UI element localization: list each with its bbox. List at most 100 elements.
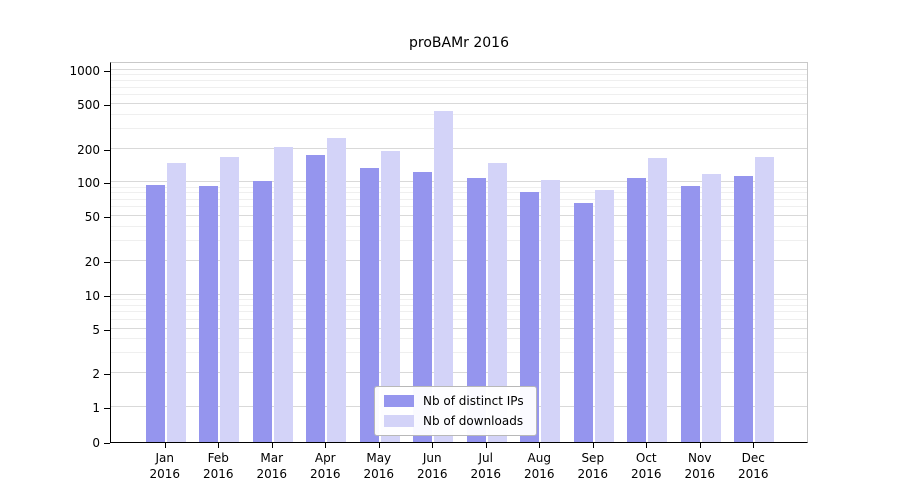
minor-gridline [111, 94, 807, 96]
bar-distinct-ips-aug [520, 192, 540, 442]
x-tick-mark [378, 443, 380, 448]
x-tick-label: Oct 2016 [630, 451, 662, 482]
legend: Nb of distinct IPs Nb of downloads [374, 386, 537, 436]
minor-gridline [111, 311, 807, 313]
bar-distinct-ips-oct [627, 177, 647, 442]
y-tick-mark [104, 183, 110, 185]
y-tick-mark [104, 443, 110, 444]
bar-distinct-ips-dec [734, 175, 754, 442]
x-tick-mark [164, 443, 166, 448]
minor-gridline [111, 206, 807, 208]
x-tick-mark [592, 443, 594, 448]
major-gridline [111, 293, 807, 295]
minor-gridline [111, 86, 807, 88]
legend-item-downloads: Nb of downloads [384, 414, 524, 428]
major-gridline [111, 147, 807, 149]
y-tick-mark [104, 295, 110, 297]
legend-swatch-downloads [384, 415, 414, 427]
x-tick-label: Dec 2016 [737, 451, 769, 482]
legend-item-distinct-ips: Nb of distinct IPs [384, 394, 524, 408]
y-tick-label: 200 [77, 142, 100, 157]
x-tick-label: Jul 2016 [470, 451, 502, 482]
plot-area: Nb of distinct IPs Nb of downloads [110, 62, 808, 443]
major-gridline [111, 259, 807, 261]
bar-downloads-jun [434, 111, 454, 442]
minor-gridline [111, 338, 807, 340]
x-tick-label: Apr 2016 [309, 451, 341, 482]
y-tick-label: 2 [92, 367, 100, 382]
y-tick-label: 20 [84, 254, 100, 269]
legend-swatch-distinct-ips [384, 395, 414, 407]
y-tick-mark [104, 71, 110, 73]
major-gridline [111, 327, 807, 329]
x-tick-label: Jan 2016 [149, 451, 181, 482]
legend-label-distinct-ips: Nb of distinct IPs [423, 394, 524, 408]
y-tick-label: 50 [84, 210, 100, 225]
bar-downloads-aug [541, 180, 561, 442]
minor-gridline [111, 318, 807, 320]
y-tick-mark [104, 104, 110, 106]
bar-downloads-sep [594, 190, 614, 442]
y-tick-mark [104, 374, 110, 376]
bars-layer [111, 63, 807, 442]
major-gridline [111, 181, 807, 183]
bar-distinct-ips-sep [573, 203, 593, 442]
major-gridline [111, 372, 807, 374]
bar-distinct-ips-apr [306, 155, 326, 442]
y-tick-mark [104, 149, 110, 151]
legend-label-downloads: Nb of downloads [423, 414, 524, 428]
y-tick-label: 1000 [69, 64, 100, 79]
bar-distinct-ips-nov [680, 186, 700, 442]
bar-downloads-feb [220, 157, 240, 442]
x-tick-mark [218, 443, 220, 448]
major-gridline [111, 215, 807, 217]
x-tick-label: Mar 2016 [256, 451, 288, 482]
bar-downloads-nov [701, 173, 721, 442]
x-tick-mark [646, 443, 648, 448]
x-tick-mark [485, 443, 487, 448]
minor-gridline [111, 352, 807, 354]
minor-gridline [111, 226, 807, 228]
bar-distinct-ips-jan [145, 184, 165, 442]
x-tick-mark [539, 443, 541, 448]
bar-distinct-ips-may [359, 167, 379, 442]
bar-downloads-apr [327, 137, 347, 442]
y-tick-label: 500 [77, 97, 100, 112]
y-tick-mark [104, 261, 110, 263]
y-tick-label: 5 [92, 322, 100, 337]
x-tick-mark [699, 443, 701, 448]
minor-gridline [111, 79, 807, 81]
minor-gridline [111, 113, 807, 115]
y-tick-label: 0 [92, 436, 100, 450]
minor-gridline [111, 198, 807, 200]
x-tick-mark [325, 443, 327, 448]
y-tick-label: 10 [84, 288, 100, 303]
bar-downloads-jul [487, 162, 507, 442]
x-tick-mark [271, 443, 273, 448]
minor-gridline [111, 127, 807, 129]
major-gridline [111, 69, 807, 71]
chart-title: proBAMr 2016 [409, 35, 509, 51]
x-tick-label: May 2016 [363, 451, 395, 482]
bar-distinct-ips-mar [252, 180, 272, 442]
bar-distinct-ips-jun [413, 171, 433, 442]
minor-gridline [111, 304, 807, 306]
minor-gridline [111, 186, 807, 188]
y-tick-mark [104, 329, 110, 331]
y-tick-label: 1 [92, 401, 100, 415]
bar-downloads-mar [273, 147, 293, 442]
y-tick-mark [104, 408, 110, 409]
minor-gridline [111, 298, 807, 300]
bar-downloads-may [380, 151, 400, 442]
x-tick-mark [432, 443, 434, 448]
major-gridline [111, 102, 807, 104]
x-tick-label: Feb 2016 [202, 451, 234, 482]
minor-gridline [111, 74, 807, 76]
bar-downloads-jan [166, 162, 186, 442]
x-tick-mark [753, 443, 755, 448]
minor-gridline [111, 240, 807, 242]
bar-downloads-oct [648, 157, 668, 442]
bar-downloads-dec [755, 156, 775, 442]
bar-distinct-ips-feb [199, 186, 219, 442]
